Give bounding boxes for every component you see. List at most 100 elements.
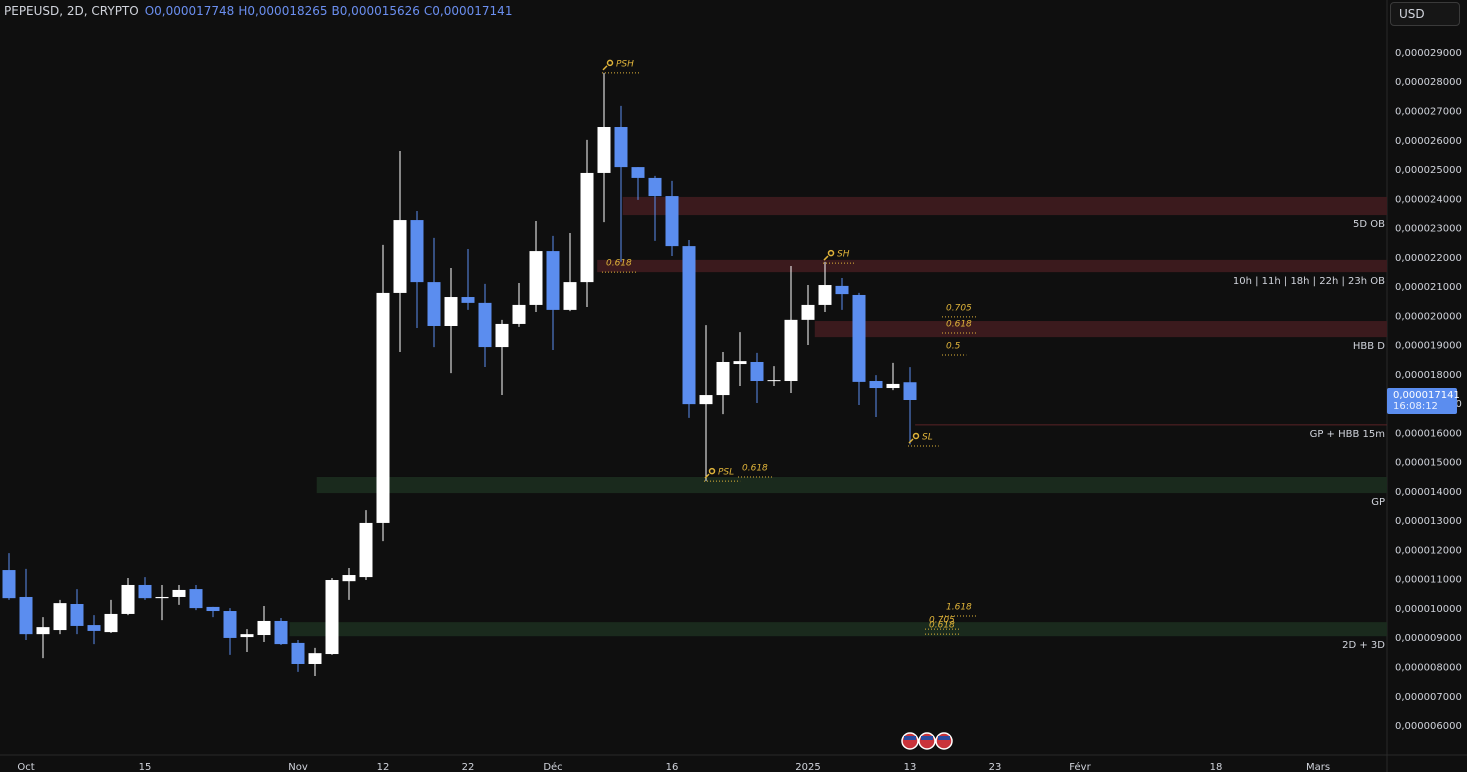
candle-body: [325, 580, 339, 655]
event-flags[interactable]: [901, 732, 953, 750]
annotation-label: 0.618: [742, 463, 768, 473]
event-flag[interactable]: [901, 732, 919, 750]
y-tick-label: 0,000013000: [1395, 516, 1462, 527]
candle-body: [495, 323, 509, 348]
candle-body: [172, 589, 186, 597]
candle: [36, 617, 50, 659]
zone-label: GP: [1371, 497, 1385, 508]
y-tick-label: 0,000014000: [1395, 487, 1462, 498]
candle-body: [614, 127, 628, 168]
candle-body: [308, 653, 322, 664]
candle: [580, 139, 594, 307]
candle-body: [291, 642, 305, 664]
candle: [648, 175, 662, 241]
candle-body: [19, 596, 33, 635]
key-icon: [606, 59, 614, 67]
candle-body: [223, 611, 237, 638]
candle-body: [665, 196, 679, 247]
x-tick-label: 16: [666, 762, 679, 772]
candle: [818, 261, 832, 312]
legend-low: B0,000015626: [331, 4, 420, 18]
price-label-bg: [1387, 388, 1457, 415]
x-tick-label: 15: [139, 762, 152, 772]
candle-body: [240, 634, 254, 638]
candle: [121, 577, 135, 616]
currency-button[interactable]: USD: [1390, 2, 1460, 26]
annotation-label: PSL: [718, 468, 734, 478]
x-tick-label: 18: [1210, 762, 1223, 772]
y-tick-label: 0,000028000: [1395, 77, 1462, 88]
candle: [274, 618, 288, 645]
candle: [410, 210, 424, 329]
annotation-label: 0.705: [946, 303, 972, 313]
zone: [316, 476, 1388, 494]
annotation-label: 1.618: [946, 602, 972, 612]
y-tick-label: 0,000029000: [1395, 48, 1462, 59]
level-label: GP + HBB 15m: [1310, 429, 1385, 440]
key-icon: [704, 473, 710, 479]
key-icon: [912, 432, 920, 440]
candle: [512, 282, 526, 327]
candle: [104, 599, 118, 633]
candle: [70, 589, 84, 635]
candle: [631, 167, 645, 200]
candle-body: [580, 172, 594, 283]
candle-body: [359, 522, 373, 578]
candle: [325, 577, 339, 655]
x-tick-label: Déc: [543, 761, 562, 772]
y-tick-label: 0,000025000: [1395, 165, 1462, 176]
candle-body: [155, 596, 169, 599]
zone: [814, 321, 1387, 338]
zone: [289, 622, 1387, 637]
candle: [444, 268, 458, 374]
candle-body: [767, 380, 781, 382]
candle: [461, 249, 475, 310]
x-tick-label: 2025: [795, 762, 820, 772]
event-flag[interactable]: [918, 732, 936, 750]
y-tick-label: 0,000012000: [1395, 545, 1462, 556]
x-tick-label: 13: [904, 762, 917, 772]
candle-body: [257, 620, 271, 636]
candle: [240, 629, 254, 652]
candle: [138, 577, 152, 600]
y-tick-label: 0,000007000: [1395, 692, 1462, 703]
candle: [308, 647, 322, 676]
y-tick-label: 0,000019000: [1395, 341, 1462, 352]
candle-body: [648, 177, 662, 197]
candle: [427, 237, 441, 348]
candle-body: [818, 285, 832, 305]
flag-detail: [938, 736, 950, 740]
candle: [155, 584, 169, 621]
candle-body: [784, 319, 798, 382]
candle: [206, 606, 220, 618]
candle-body: [2, 570, 16, 599]
candle: [767, 366, 781, 386]
y-tick-label: 0,000006000: [1395, 721, 1462, 732]
candle-body: [410, 220, 424, 283]
flag-detail: [921, 736, 933, 740]
candle-body: [342, 575, 356, 582]
y-tick-label: 0,000027000: [1395, 106, 1462, 117]
symbol: PEPEUSD, 2D, CRYPTO: [4, 4, 139, 18]
candle-body: [393, 220, 407, 293]
candle: [189, 584, 203, 611]
x-tick-label: 23: [989, 762, 1002, 772]
candle-body: [631, 167, 645, 178]
candle-body: [53, 603, 67, 631]
candle-body: [750, 361, 764, 382]
zone-label: HBB D: [1353, 341, 1385, 352]
candle-body: [70, 604, 84, 626]
candle-body: [444, 297, 458, 326]
x-tick-label: 22: [462, 762, 475, 772]
zone-label: 10h | 11h | 18h | 22h | 23h OB: [1233, 276, 1385, 287]
x-tick-label: Mars: [1306, 762, 1330, 772]
y-tick-label: 0,000010000: [1395, 604, 1462, 615]
candle: [53, 599, 67, 635]
y-tick-label: 0,000022000: [1395, 253, 1462, 264]
candle: [682, 239, 696, 418]
candle-body: [189, 589, 203, 609]
event-flag[interactable]: [935, 732, 953, 750]
zone-label: 5D OB: [1353, 219, 1385, 230]
